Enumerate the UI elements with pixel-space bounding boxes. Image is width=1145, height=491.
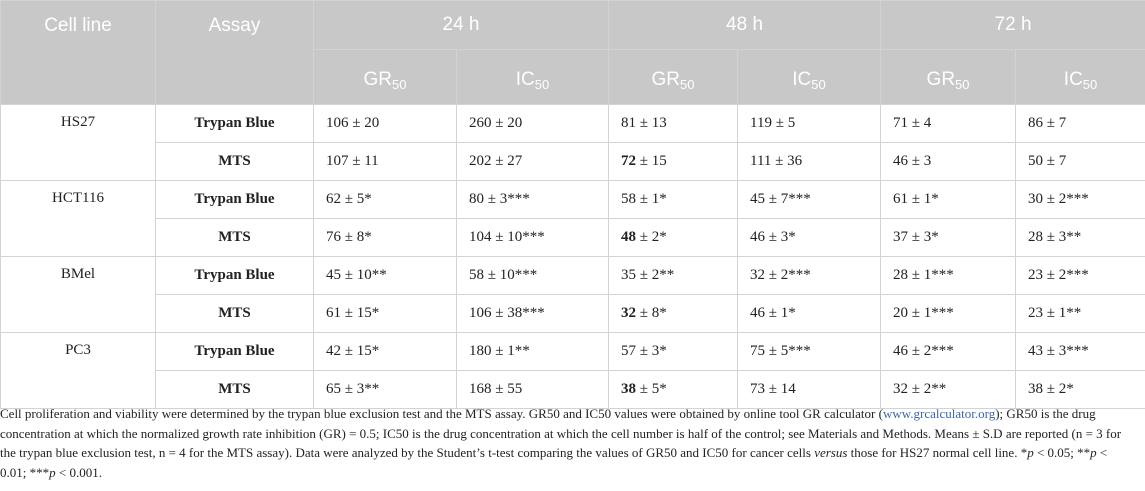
value-cell: 32 ± 2*** <box>737 256 882 295</box>
header-cell-line: Cell line <box>0 0 156 105</box>
value-cell: 61 ± 1* <box>880 180 1017 219</box>
value-cell: 45 ± 7*** <box>737 180 882 219</box>
value-cell: 46 ± 1* <box>737 294 882 333</box>
table-row: BMel Trypan Blue 45 ± 10** 58 ± 10*** 35 ± 2… <box>0 256 1145 333</box>
value-cell: 35 ± 2** <box>608 256 739 295</box>
value-cell: 46 ± 2*** <box>880 332 1017 371</box>
header-assay: Assay <box>155 0 314 105</box>
value-cell: 61 ± 15* <box>313 294 457 333</box>
value-cell: 46 ± 3 <box>880 142 1017 181</box>
table-row: HCT116 Trypan Blue 62 ± 5* 80 ± 3*** 58 ± 1*… <box>0 180 1145 257</box>
value-cell: 104 ± 10*** <box>455 218 610 257</box>
table-row: MTS 76 ± 8* 104 ± 10*** 48 ± 2* 46 ± 3* 37 ± … <box>1 218 1145 257</box>
value-cell: 20 ± 1*** <box>880 294 1017 333</box>
value-cell: 28 ± 3** <box>1015 218 1145 257</box>
header-time-48h: 48 h <box>608 0 882 50</box>
value-cell: 86 ± 7 <box>1015 104 1145 143</box>
value-cell: 73 ± 14 <box>737 370 882 409</box>
assay-label: MTS <box>155 218 314 257</box>
header-metric: IC50 <box>737 49 882 105</box>
value-cell: 50 ± 7 <box>1015 142 1145 181</box>
assay-label: MTS <box>155 142 314 181</box>
table-footnote: Cell proliferation and viability were de… <box>0 406 1122 480</box>
value-cell: 75 ± 5*** <box>737 332 882 371</box>
header-metric: IC50 <box>455 49 610 105</box>
value-cell: 180 ± 1** <box>455 332 610 371</box>
table-row: HS27 Trypan Blue 106 ± 20 260 ± 20 81 ± 13 11… <box>0 104 1145 181</box>
value-cell: 38 ± 2* <box>1015 370 1145 409</box>
cell-line-label: HS27 <box>0 104 156 181</box>
table-row: MTS 107 ± 11 202 ± 27 72 ± 15 111 ± 36 46 ± 3… <box>1 142 1145 181</box>
value-cell: 119 ± 5 <box>737 104 882 143</box>
assay-label: MTS <box>155 370 314 409</box>
value-cell: 58 ± 10*** <box>455 256 610 295</box>
value-cell: 106 ± 20 <box>313 104 457 143</box>
value-cell: 76 ± 8* <box>313 218 457 257</box>
grcalculator-link[interactable]: www.grcalculator.org <box>882 406 996 421</box>
value-cell: 80 ± 3*** <box>455 180 610 219</box>
value-cell: 32 ± 2** <box>880 370 1017 409</box>
header-time-24h: 24 h <box>312 0 610 50</box>
table-row: PC3 Trypan Blue 42 ± 15* 180 ± 1** 57 ± 3* 75… <box>0 332 1145 409</box>
value-cell: 30 ± 2*** <box>1015 180 1145 219</box>
cell-line-label: PC3 <box>0 332 156 409</box>
value-cell: 62 ± 5* <box>313 180 457 219</box>
value-cell: 81 ± 13 <box>608 104 739 143</box>
cell-line-label: HCT116 <box>0 180 156 257</box>
assay-label: Trypan Blue <box>155 180 314 219</box>
value-cell: 65 ± 3** <box>313 370 457 409</box>
assay-label: Trypan Blue <box>155 332 314 371</box>
cell-line-label: BMel <box>0 256 156 333</box>
results-table: Cell line Assay 24 h 48 h 72 h GR50 IC50 G… <box>0 0 1145 409</box>
value-cell: 58 ± 1* <box>608 180 739 219</box>
table-row: MTS 65 ± 3** 168 ± 55 38 ± 5* 73 ± 14 32 ± 2*… <box>1 370 1145 409</box>
header-time-72h: 72 h <box>880 0 1145 50</box>
value-cell: 45 ± 10** <box>313 256 457 295</box>
value-cell: 72 ± 15 <box>608 142 739 181</box>
header-metric: GR50 <box>880 49 1017 105</box>
value-cell: 106 ± 38*** <box>455 294 610 333</box>
value-cell: 107 ± 11 <box>313 142 457 181</box>
value-cell: 28 ± 1*** <box>880 256 1017 295</box>
value-cell: 260 ± 20 <box>455 104 610 143</box>
header-metric: IC50 <box>1015 49 1145 105</box>
value-cell: 32 ± 8* <box>608 294 739 333</box>
value-cell: 202 ± 27 <box>455 142 610 181</box>
value-cell: 71 ± 4 <box>880 104 1017 143</box>
value-cell: 37 ± 3* <box>880 218 1017 257</box>
assay-label: MTS <box>155 294 314 333</box>
value-cell: 38 ± 5* <box>608 370 739 409</box>
table-row: MTS 61 ± 15* 106 ± 38*** 32 ± 8* 46 ± 1* 20 ±… <box>1 294 1145 333</box>
assay-label: Trypan Blue <box>155 256 314 295</box>
header-metric: GR50 <box>608 49 739 105</box>
value-cell: 23 ± 1** <box>1015 294 1145 333</box>
value-cell: 42 ± 15* <box>313 332 457 371</box>
value-cell: 168 ± 55 <box>455 370 610 409</box>
header-metric: GR50 <box>313 49 457 105</box>
value-cell: 23 ± 2*** <box>1015 256 1145 295</box>
value-cell: 48 ± 2* <box>608 218 739 257</box>
value-cell: 57 ± 3* <box>608 332 739 371</box>
value-cell: 43 ± 3*** <box>1015 332 1145 371</box>
value-cell: 111 ± 36 <box>737 142 882 181</box>
value-cell: 46 ± 3* <box>737 218 882 257</box>
assay-label: Trypan Blue <box>155 104 314 143</box>
